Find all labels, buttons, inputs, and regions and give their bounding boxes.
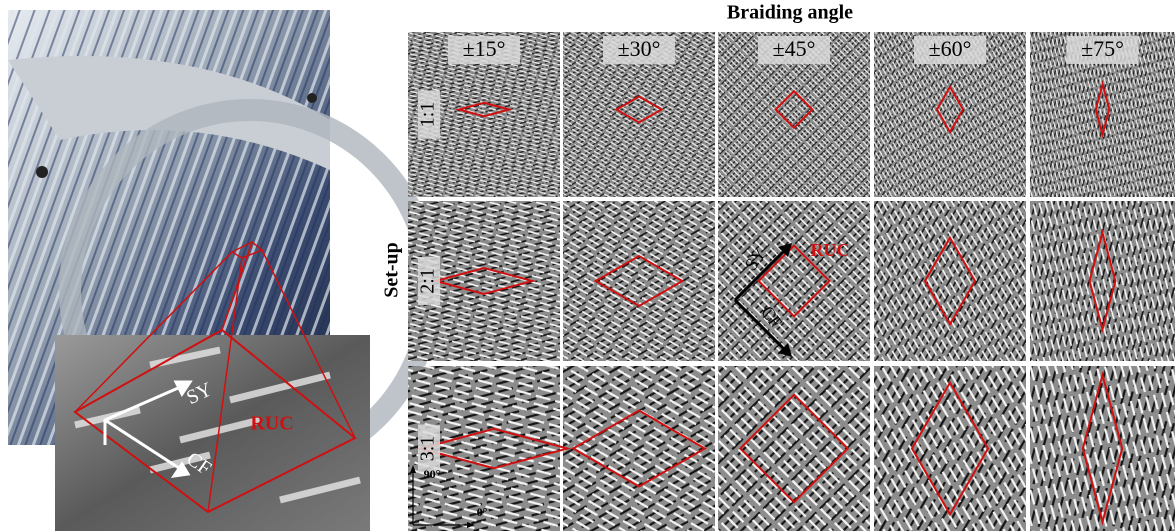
- reference-axes: [410, 465, 475, 528]
- ruc-outline: [1088, 228, 1117, 334]
- column-label-bg: [1066, 36, 1139, 64]
- ruc-outline: [571, 409, 707, 488]
- pattern-cell: [874, 366, 1026, 531]
- pattern-cell: [1030, 201, 1175, 361]
- pattern-cell: [563, 366, 715, 531]
- ruc-outline: [593, 254, 685, 308]
- pattern-cell: [874, 201, 1026, 361]
- grid-ruc-label: RUC: [811, 240, 850, 260]
- ruc-outline: [431, 267, 537, 295]
- ruc-outline: [910, 380, 990, 517]
- zoom-lines: [73, 241, 357, 514]
- column-label-bg: [758, 36, 830, 64]
- axis-0-label: 0°: [477, 505, 488, 519]
- pattern-cell: [563, 201, 715, 361]
- ruc-outline: [614, 95, 664, 124]
- ruc-outline: [1081, 371, 1124, 526]
- axis-90-label: 90°: [424, 467, 441, 481]
- row-label: 2:1: [417, 268, 439, 294]
- column-label: ±75°: [1081, 36, 1124, 61]
- ruc-outline: [738, 393, 850, 504]
- column-label-bg: [914, 36, 986, 64]
- photo-ruc-label: RUC: [250, 413, 293, 435]
- row-label-bg: [418, 90, 440, 139]
- ruc-outline: [455, 101, 513, 118]
- column-label: ±15°: [463, 36, 506, 61]
- inset-arrows: [103, 380, 193, 478]
- ruc-outline: [757, 244, 831, 318]
- column-axis-title: Braiding angle: [727, 2, 853, 24]
- row-label: 1:1: [417, 102, 439, 128]
- pattern-grid: [408, 32, 1175, 531]
- pattern-cell: [1030, 32, 1175, 197]
- row-label-bg: [418, 257, 440, 305]
- pattern-cell: [408, 32, 560, 197]
- ruc-outline: [935, 84, 965, 135]
- ruc-outline: [923, 235, 977, 327]
- column-label: ±60°: [929, 36, 972, 61]
- ruc-outline: [774, 89, 814, 130]
- ruc-outline: [1094, 80, 1111, 139]
- ruc-outline: [416, 427, 572, 470]
- pattern-cell: [718, 201, 870, 361]
- row-axis-title: Set-up: [381, 242, 403, 298]
- column-label: ±30°: [618, 36, 661, 61]
- column-label: ±45°: [773, 36, 816, 61]
- row-label-bg: [418, 424, 440, 473]
- orientation-arrows: [733, 243, 792, 357]
- row-label: 3:1: [417, 436, 439, 462]
- pattern-cell: [1030, 366, 1175, 531]
- column-label-bg: [448, 36, 520, 64]
- column-label-bg: [603, 36, 675, 64]
